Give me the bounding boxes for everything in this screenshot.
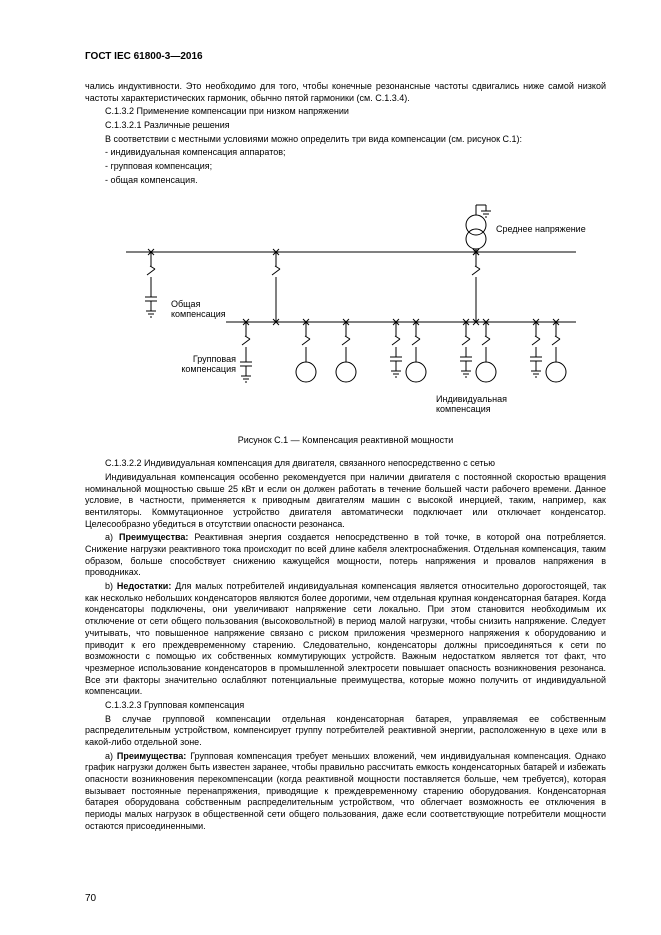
svg-text:Индивидуальная: Индивидуальная bbox=[436, 394, 507, 404]
svg-text:Групповая: Групповая bbox=[192, 354, 235, 364]
paragraph-advantages-a: а) Преимущества: Реактивная энергия созд… bbox=[85, 532, 606, 579]
section-c132: С.1.3.2 Применение компенсации при низко… bbox=[85, 106, 606, 118]
paragraph-disadvantages-b: b) Недостатки: Для малых потребителей ин… bbox=[85, 581, 606, 698]
paragraph-group-advantages: а) Преимущества: Групповая компенсация т… bbox=[85, 751, 606, 833]
paragraph-group-desc: В случае групповой компенсации отдельная… bbox=[85, 714, 606, 749]
section-c1321: С.1.3.2.1 Различные решения bbox=[85, 120, 606, 132]
paragraph-individual-desc: Индивидуальная компенсация особенно реко… bbox=[85, 472, 606, 530]
figure-c1: Среднее напряжениеОбщаякомпенсацияГруппо… bbox=[85, 197, 606, 427]
svg-text:Общая: Общая bbox=[171, 299, 201, 309]
section-c1322: С.1.3.2.2 Индивидуальная компенсация для… bbox=[85, 458, 606, 470]
svg-text:компенсация: компенсация bbox=[181, 364, 236, 374]
compensation-diagram: Среднее напряжениеОбщаякомпенсацияГруппо… bbox=[96, 197, 596, 427]
svg-text:Среднее напряжение: Среднее напряжение bbox=[496, 224, 586, 234]
list-item-group: - групповая компенсация; bbox=[85, 161, 606, 173]
document-page: ГОСТ IEC 61800-3—2016 чались индуктивнос… bbox=[0, 0, 661, 935]
list-item-individual: - индивидуальная компенсация аппаратов; bbox=[85, 147, 606, 159]
section-c1323: С.1.3.2.3 Групповая компенсация bbox=[85, 700, 606, 712]
paragraph-intro: чались индуктивности. Это необходимо для… bbox=[85, 81, 606, 104]
svg-text:компенсация: компенсация bbox=[436, 404, 491, 414]
svg-text:компенсация: компенсация bbox=[171, 309, 226, 319]
paragraph-types: В соответствии с местными условиями можн… bbox=[85, 134, 606, 146]
doc-header: ГОСТ IEC 61800-3—2016 bbox=[85, 50, 606, 63]
figure-caption: Рисунок С.1 — Компенсация реактивной мощ… bbox=[85, 435, 606, 447]
page-number: 70 bbox=[85, 892, 96, 905]
list-item-overall: - общая компенсация. bbox=[85, 175, 606, 187]
